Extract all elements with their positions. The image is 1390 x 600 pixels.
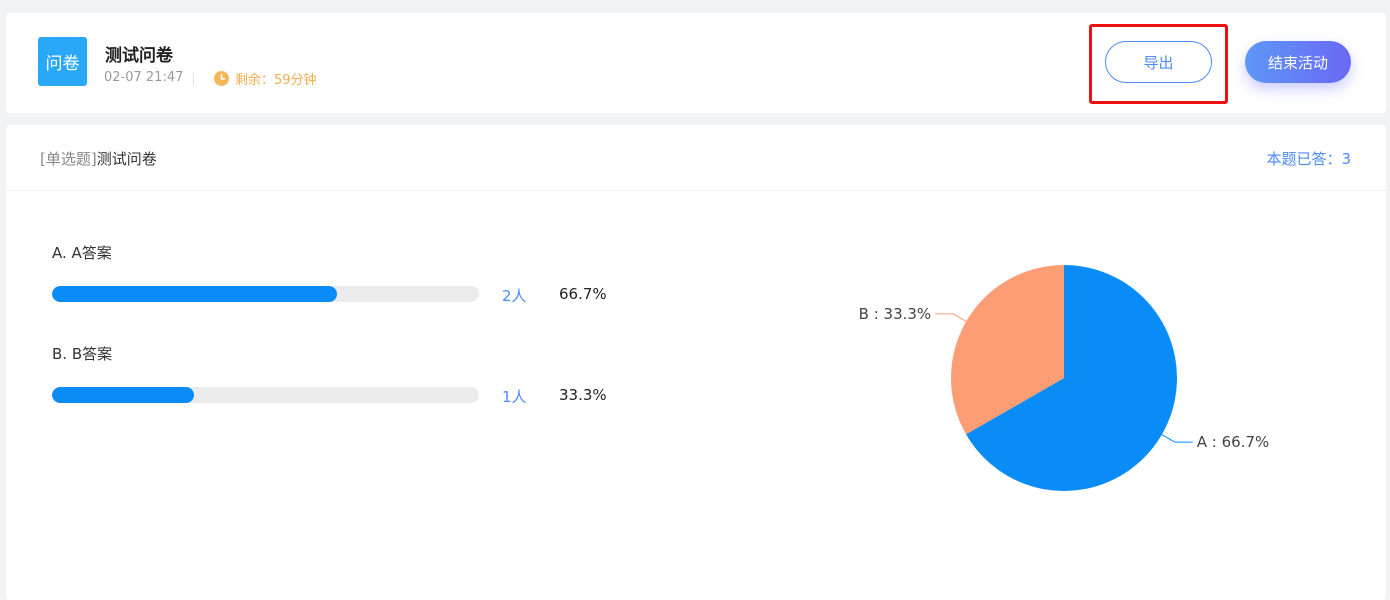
pie-chart: A : 66.7% B : 33.3% xyxy=(859,265,1270,491)
pie-slice-a xyxy=(966,265,1177,491)
option-a-percent: 66.7% xyxy=(559,285,607,303)
remaining-time: 剩余：59分钟 xyxy=(214,69,317,88)
option-label: B. B答案 xyxy=(52,345,113,363)
pie-label-b: B : 33.3% xyxy=(859,305,932,323)
meta-divider xyxy=(193,72,194,86)
clock-icon xyxy=(214,71,229,86)
pie-leader-line-a xyxy=(1161,434,1193,443)
pie-leader-line-b xyxy=(935,313,967,322)
question-title: 测试问卷 xyxy=(96,150,157,168)
option-label: A. A答案 xyxy=(52,244,112,262)
pie-label-a: A : 66.7% xyxy=(1197,433,1270,451)
question-header: [单选题]测试问卷 本题已答：3 xyxy=(6,125,1386,191)
question-card: [单选题]测试问卷 本题已答：3 A. A答案 2人 66.7% B. B答案 … xyxy=(6,125,1386,600)
activity-title: 测试问卷 xyxy=(105,46,173,66)
option-a: A. A答案 xyxy=(52,242,112,263)
option-a-count: 2人 xyxy=(502,287,527,305)
activity-header: 问卷 测试问卷 02-07 21:47 剩余：59分钟 导出 结束活动 xyxy=(6,13,1386,113)
export-highlight-box xyxy=(1089,24,1228,104)
question-type: [单选题] xyxy=(40,150,97,168)
option-b-percent: 33.3% xyxy=(559,386,607,404)
activity-date: 02-07 21:47 xyxy=(104,70,184,85)
export-button[interactable]: 导出 xyxy=(1105,41,1212,83)
option-b-bar xyxy=(52,387,479,403)
survey-icon: 问卷 xyxy=(38,37,87,86)
option-b-bar-fill xyxy=(52,387,195,403)
answered-count: 本题已答：3 xyxy=(1266,150,1351,168)
option-a-bar xyxy=(52,286,479,302)
remaining-text: 剩余：59分钟 xyxy=(235,73,317,88)
end-activity-button[interactable]: 结束活动 xyxy=(1245,41,1351,83)
pie-slice-b xyxy=(951,265,1064,435)
option-b: B. B答案 xyxy=(52,343,112,364)
option-a-bar-fill xyxy=(52,286,337,302)
option-b-count: 1人 xyxy=(502,388,527,406)
question-title-row: [单选题]测试问卷 xyxy=(40,148,157,169)
